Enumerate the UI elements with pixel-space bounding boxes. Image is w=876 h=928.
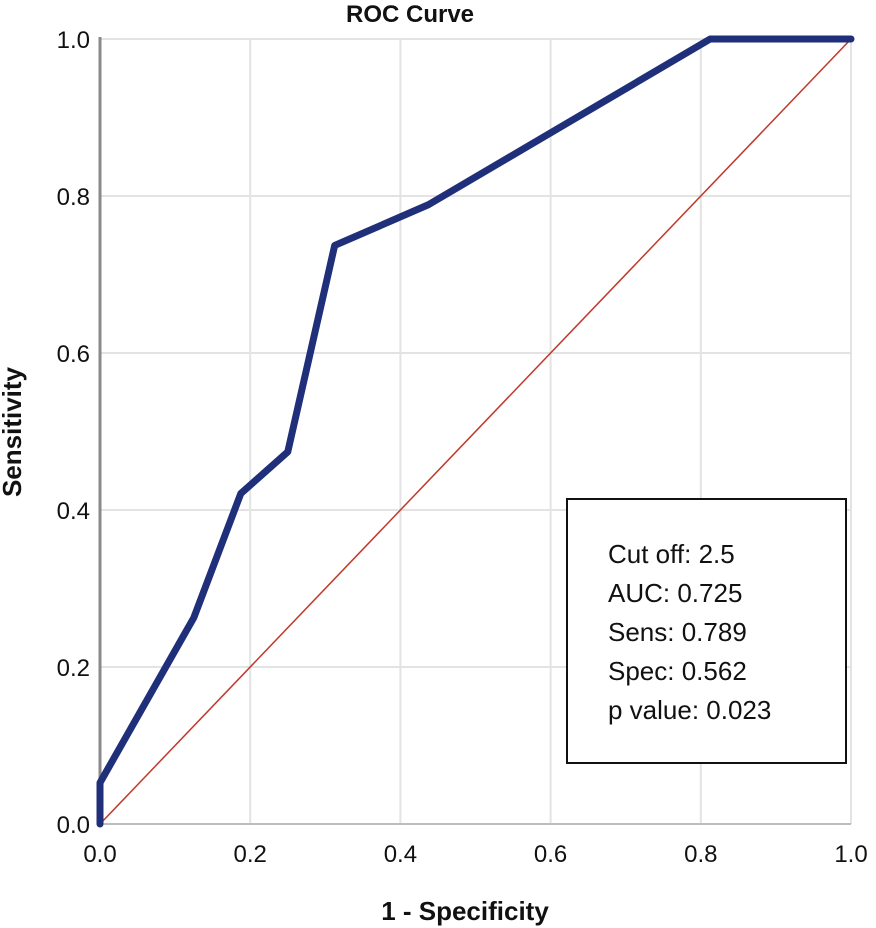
chart-title: ROC Curve [346, 1, 474, 28]
x-tick-label: 1.0 [834, 841, 867, 868]
stat-cutoff: Cut off: 2.5 [608, 539, 735, 569]
series [96, 35, 855, 828]
stat-sens: Sens: 0.789 [608, 617, 747, 647]
y-tick-label: 1.0 [57, 27, 90, 54]
tick-labels: 0.0 0.2 0.4 0.6 0.8 1.0 0.0 0.2 0.4 0.6 0.8 1.0 [57, 27, 868, 868]
axes [98, 37, 851, 825]
y-axis-title: Sensitivity [0, 366, 27, 497]
roc-curve-line [96, 35, 855, 828]
y-tick-label: 0.0 [57, 812, 90, 839]
x-tick-label: 0.0 [83, 841, 116, 868]
x-tick-label: 0.6 [534, 841, 567, 868]
stats-box-frame [566, 498, 847, 764]
x-tick-label: 0.8 [684, 841, 717, 868]
stat-auc: AUC: 0.725 [608, 578, 742, 608]
y-tick-label: 0.6 [57, 341, 90, 368]
stats-box: Cut off: 2.5 AUC: 0.725 Sens: 0.789 Spec… [566, 498, 847, 764]
reference-line [99, 38, 852, 825]
stat-spec: Spec: 0.562 [608, 656, 747, 686]
y-tick-label: 0.4 [57, 498, 90, 525]
y-tick-label: 0.8 [57, 184, 90, 211]
x-axis-title: 1 - Specificity [381, 896, 549, 926]
x-tick-label: 0.4 [384, 841, 417, 868]
x-tick-label: 0.2 [234, 841, 267, 868]
y-tick-label: 0.2 [57, 655, 90, 682]
stat-pvalue: p value: 0.023 [608, 695, 771, 725]
